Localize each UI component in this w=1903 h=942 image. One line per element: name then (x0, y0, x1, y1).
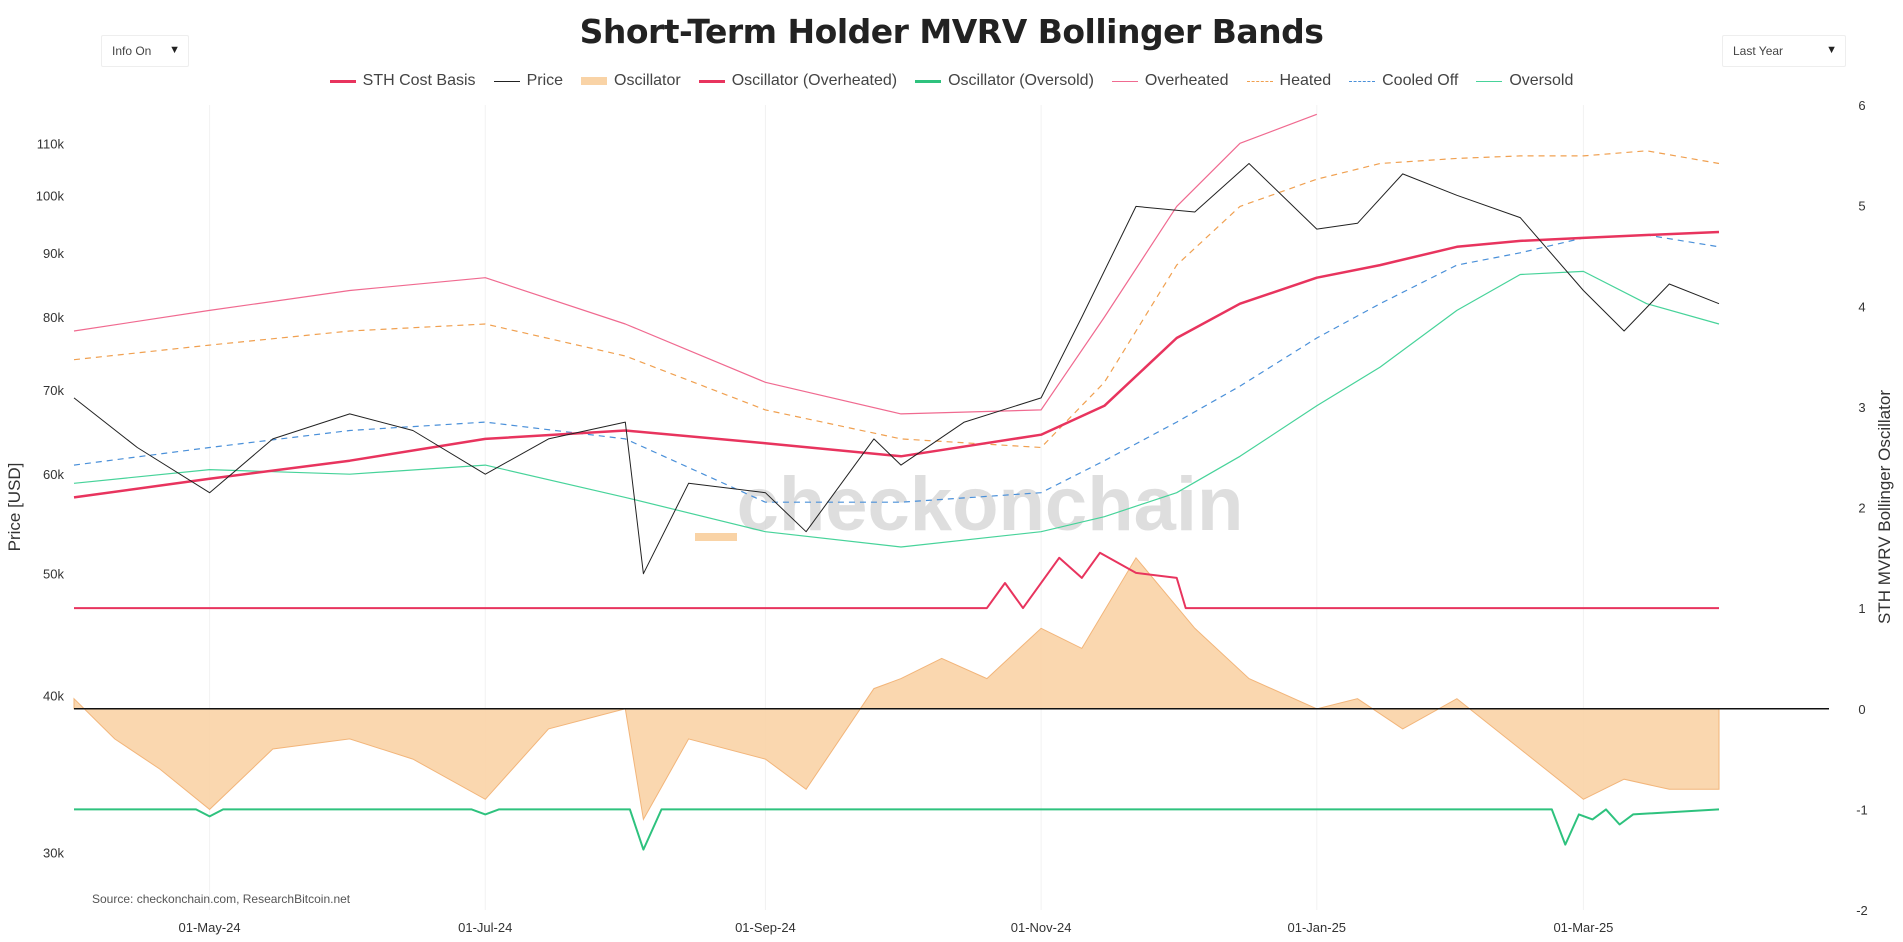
legend-swatch (915, 79, 942, 83)
watermark: checkonchain (737, 462, 1244, 547)
series-line-heated (73, 150, 1720, 449)
x-tick-label: 01-May-24 (179, 920, 241, 935)
y-right-tick-label: 5 (1858, 199, 1865, 214)
chart-legend: STH Cost Basis Price Oscillator Oscillat… (0, 72, 1903, 90)
legend-swatch (581, 77, 608, 85)
legend-label: Oversold (1509, 72, 1574, 89)
y-left-tick-label: 110k (37, 136, 65, 151)
oscillator-area (73, 556, 1829, 821)
dropdown-arrow-icon: ▼ (169, 44, 180, 56)
y-left-tick-label: 80k (43, 310, 64, 325)
legend-label: Heated (1279, 72, 1332, 89)
y-left-tick-label: 100k (36, 188, 65, 203)
y-right-tick-label: 4 (1858, 299, 1865, 314)
source-note: Source: checkonchain.com, ResearchBitcoi… (92, 892, 351, 906)
series-line-cooled-off (73, 234, 1720, 503)
legend-label: Oscillator (Oversold) (948, 72, 1094, 89)
y-axis-left-label: Price [USD] (5, 463, 24, 552)
legend-oscillator[interactable]: Oscillator (581, 72, 681, 90)
legend-oversold[interactable]: Oversold (1476, 72, 1573, 90)
time-range-value: Last Year (1733, 44, 1784, 58)
series-line-overheated (73, 113, 1318, 415)
legend-label: Price (526, 72, 564, 89)
y-left-tick-label: 60k (43, 467, 64, 482)
series-lines (73, 113, 1720, 851)
info-toggle-dropdown[interactable]: Info On ▼ (101, 35, 189, 67)
axes: 01-May-24 01-Jul-24 01-Sep-24 01-Nov-24 01-J… (36, 98, 1868, 935)
legend-cooled-off[interactable]: Cooled Off (1349, 72, 1458, 90)
legend-price[interactable]: Price (493, 72, 564, 90)
y-right-tick-label: -1 (1856, 802, 1868, 817)
time-range-dropdown[interactable]: Last Year ▼ (1722, 35, 1846, 67)
info-toggle-value: Info On (112, 44, 152, 58)
legend-label: Cooled Off (1382, 72, 1459, 89)
y-right-tick-label: -2 (1856, 903, 1868, 918)
y-left-tick-label: 40k (43, 688, 64, 703)
x-tick-label: 01-Sep-24 (735, 920, 796, 935)
x-tick-label: 01-Jul-24 (458, 920, 512, 935)
y-right-tick-label: 6 (1858, 98, 1865, 113)
y-left-tick-label: 90k (43, 246, 64, 261)
legend-heated[interactable]: Heated (1246, 72, 1332, 90)
legend-label: Oscillator (Overheated) (731, 72, 898, 89)
series-line-sth-cost-basis (73, 230, 1720, 499)
series-line-oversold (73, 270, 1720, 548)
legend-swatch (1349, 80, 1376, 82)
y-axis-right-label: STH MVRV Bollinger Oscillator (1875, 390, 1894, 624)
oscillator-area-fill (73, 556, 1720, 821)
x-tick-label: 01-Mar-25 (1553, 920, 1613, 935)
watermark-logo-bar (695, 533, 737, 541)
dropdown-arrow-icon: ▼ (1826, 44, 1837, 56)
legend-label: Oscillator (614, 72, 681, 89)
legend-oscillator-overheated[interactable]: Oscillator (Overheated) (698, 72, 898, 90)
legend-swatch (1476, 80, 1503, 82)
y-right-tick-label: 2 (1858, 501, 1865, 516)
series-line-oscillator-oversold (74, 808, 1720, 851)
legend-label: STH Cost Basis (362, 72, 476, 89)
legend-overheated[interactable]: Overheated (1111, 72, 1229, 90)
legend-swatch (1111, 80, 1138, 82)
chart-title: Short-Term Holder MVRV Bollinger Bands (579, 12, 1324, 51)
legend-sth-cost-basis[interactable]: STH Cost Basis (329, 72, 476, 90)
x-tick-label: 01-Jan-25 (1288, 920, 1347, 935)
y-left-tick-label: 70k (43, 383, 64, 398)
y-right-tick-label: 0 (1858, 702, 1865, 717)
series-line-price (73, 163, 1720, 575)
legend-label: Overheated (1144, 72, 1229, 89)
x-tick-label: 01-Nov-24 (1011, 920, 1072, 935)
y-left-tick-label: 30k (43, 845, 64, 860)
series-line-oscillator-overheated (74, 551, 1719, 610)
y-right-tick-label: 3 (1858, 400, 1865, 415)
legend-swatch (698, 79, 725, 83)
legend-swatch (329, 79, 356, 83)
legend-swatch (1246, 80, 1273, 82)
legend-oscillator-oversold[interactable]: Oscillator (Oversold) (915, 72, 1094, 90)
y-left-tick-label: 50k (43, 567, 64, 582)
y-right-tick-label: 1 (1858, 601, 1865, 616)
legend-swatch (493, 80, 520, 82)
